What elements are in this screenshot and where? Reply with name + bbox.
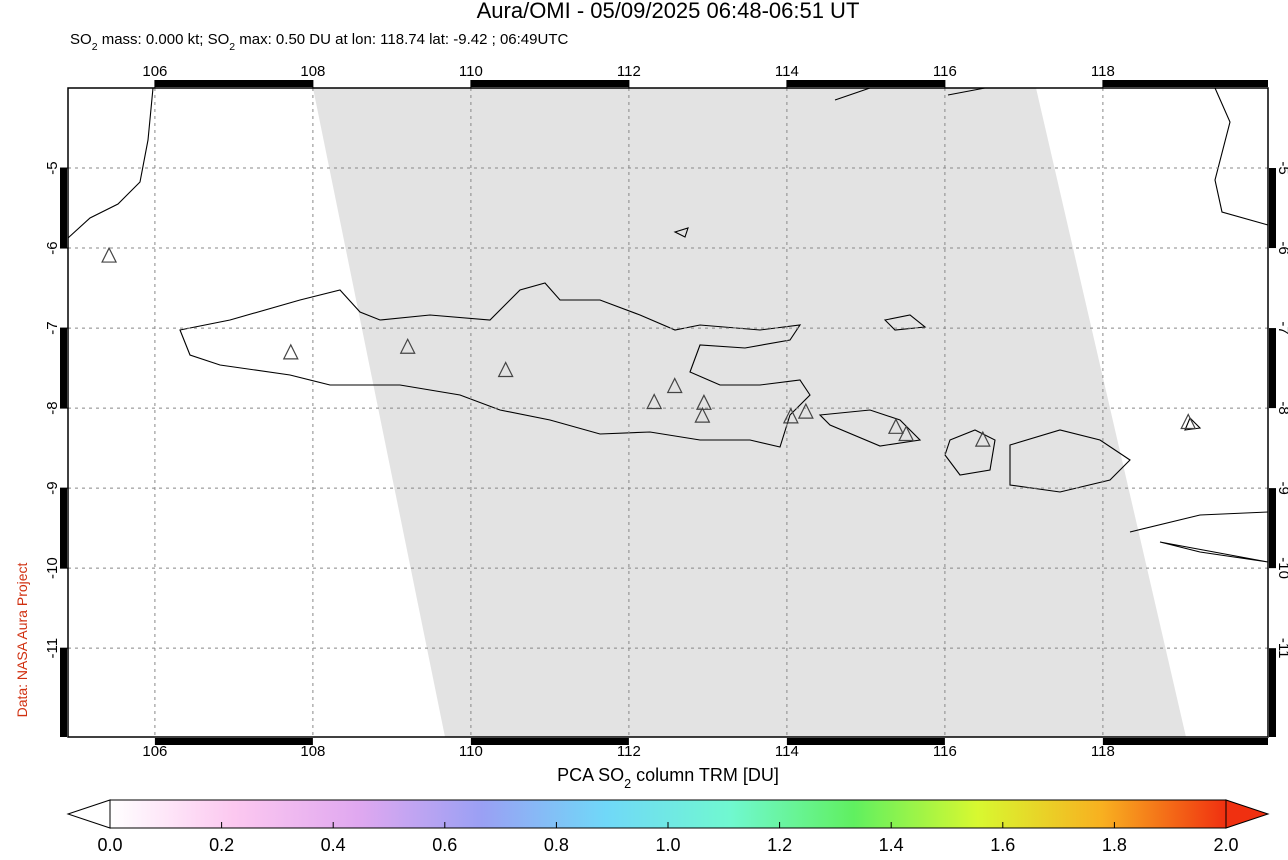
- text-part: PCA SO: [557, 765, 624, 785]
- volcano: [497, 361, 514, 378]
- border-segment: [60, 168, 67, 249]
- y-tick-label: -9: [44, 481, 61, 494]
- x-tick-label: 114: [775, 743, 799, 760]
- colorbar-tick-label: 1.0: [655, 835, 680, 855]
- colorbar-tick-label: 0.6: [432, 835, 457, 855]
- swath: [313, 88, 1186, 737]
- volcano: [797, 402, 814, 419]
- y-tick-label: -7: [1275, 321, 1288, 334]
- border-segment: [786, 80, 945, 87]
- colorbar-tick-label: 0.4: [321, 835, 346, 855]
- colorbar-tick-label: 1.8: [1102, 835, 1127, 855]
- colorbar-tick-label: 1.2: [767, 835, 792, 855]
- coast-kalimantan: [834, 87, 986, 101]
- x-tick-label: 106: [142, 63, 167, 80]
- border-segment: [786, 738, 945, 745]
- x-tick-label: 116: [933, 743, 957, 760]
- colorbar-low-arrow: [66, 799, 111, 829]
- frame: [67, 87, 1269, 738]
- x-tick-label: 112: [617, 743, 641, 760]
- y-tick-label: -7: [44, 321, 61, 334]
- y-tick-label: -8: [44, 401, 61, 414]
- text-part: mass: 0.000 kt; SO: [98, 31, 230, 48]
- border-segment: [1269, 328, 1276, 409]
- coast-sumbawa: [1009, 429, 1131, 493]
- x-tick-label: 118: [1091, 743, 1115, 760]
- text-part: SO: [70, 31, 92, 48]
- y-tick-label: -6: [1275, 241, 1288, 254]
- coast-sumatra: [67, 87, 154, 239]
- y-tick-label: -8: [1275, 401, 1288, 414]
- volcano: [695, 393, 712, 410]
- subscript: 2: [624, 777, 631, 791]
- border-segment: [1269, 488, 1276, 569]
- volcano: [282, 343, 299, 360]
- degree-border: 106 106 108 108 110 110 112 112 114 114 116 116 118 1…: [44, 63, 1288, 760]
- border-segment: [470, 738, 629, 745]
- border-segment: [154, 80, 313, 87]
- colorbar-tick-label: 0.8: [544, 835, 569, 855]
- plot-area: 106 106 108 108 110 110 112 112 114 114 116 116 118 1…: [44, 63, 1288, 760]
- y-tick-label: -6: [44, 241, 61, 254]
- volcano: [898, 425, 915, 442]
- border-segment: [60, 648, 67, 737]
- coast-bali: [818, 409, 922, 447]
- credit: Data: NASA Aura Project: [14, 562, 30, 717]
- colorbar-tick-label: 1.6: [990, 835, 1015, 855]
- border-segment: [1102, 738, 1268, 745]
- y-tick-label: -11: [44, 638, 61, 659]
- coast-java: [179, 282, 811, 448]
- text-part: max: 0.50 DU at lon: 118.74 lat: -9.42 ;…: [235, 31, 568, 48]
- text-part: column TRM [DU]: [631, 765, 779, 785]
- y-tick-label: -5: [44, 161, 61, 174]
- x-tick-label: 114: [775, 63, 799, 80]
- subscript: 2: [229, 41, 235, 53]
- volcano: [399, 337, 416, 354]
- volcano: [646, 393, 663, 410]
- colorbar-tick-label: 1.4: [879, 835, 904, 855]
- coast-sumba: [1129, 511, 1269, 563]
- y-tick-label: -10: [1275, 557, 1288, 579]
- subtitle: SO2 mass: 0.000 kt; SO2 max: 0.50 DU at …: [70, 31, 568, 53]
- border-segment: [154, 738, 313, 745]
- border-segment: [1269, 168, 1276, 249]
- colorbar-tick-label: 2.0: [1213, 835, 1238, 855]
- volcanoes: [101, 246, 1197, 447]
- volcano: [887, 417, 904, 434]
- title: Aura/OMI - 05/09/2025 06:48-06:51 UT: [477, 0, 860, 23]
- volcano: [1180, 413, 1197, 430]
- y-tick-label: -11: [1275, 638, 1288, 659]
- x-tick-label: 110: [459, 63, 483, 80]
- x-tick-label: 110: [459, 743, 483, 760]
- volcano: [694, 406, 711, 423]
- x-tick-label: 116: [933, 63, 957, 80]
- x-tick-label: 112: [617, 63, 641, 80]
- coastlines: [67, 87, 1269, 563]
- border-segment: [1102, 80, 1268, 87]
- x-tick-label: 106: [142, 743, 167, 760]
- y-tick-label: -5: [1275, 161, 1288, 174]
- volcano: [782, 407, 799, 424]
- border-segment: [60, 488, 67, 569]
- x-tick-label: 118: [1091, 63, 1115, 80]
- colorbar: PCA SO2 column TRM [DU] 0.0 0.2 0.4 0.6 0.8 1…: [66, 765, 1270, 855]
- volcano: [666, 377, 683, 394]
- coast-sulawesi: [1214, 87, 1269, 226]
- volcano: [101, 246, 118, 263]
- border-segment: [470, 80, 629, 87]
- x-tick-label: 108: [300, 63, 325, 80]
- y-tick-label: -9: [1275, 481, 1288, 494]
- x-tick-label: 108: [300, 743, 325, 760]
- border-segment: [60, 328, 67, 409]
- colorbar-tick-label: 0.2: [209, 835, 234, 855]
- border-segment: [1269, 648, 1276, 737]
- colorbar-tick-label: 0.0: [97, 835, 122, 855]
- subscript: 2: [92, 41, 98, 53]
- colorbar-label: PCA SO2 column TRM [DU]: [557, 765, 779, 791]
- grid: [68, 88, 1268, 737]
- y-tick-label: -10: [44, 557, 61, 579]
- volcano: [974, 430, 991, 447]
- colorbar-high-arrow: [1225, 799, 1270, 829]
